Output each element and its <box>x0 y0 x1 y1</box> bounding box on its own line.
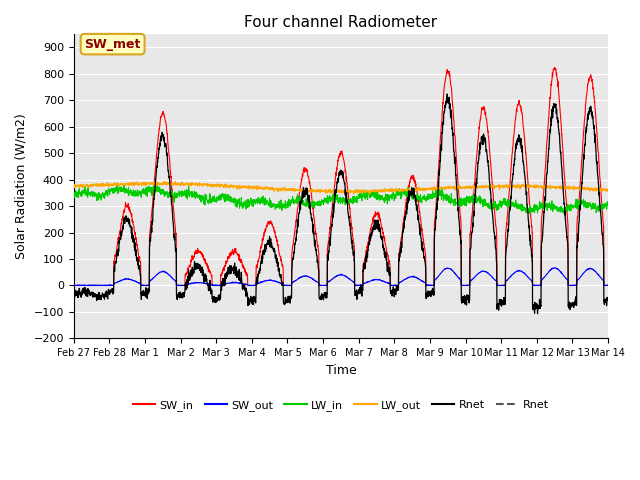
Y-axis label: Solar Radiation (W/m2): Solar Radiation (W/m2) <box>15 113 28 259</box>
Text: SW_met: SW_met <box>84 37 141 51</box>
X-axis label: Time: Time <box>326 364 356 377</box>
Title: Four channel Radiometer: Four channel Radiometer <box>244 15 438 30</box>
Legend: SW_in, SW_out, LW_in, LW_out, Rnet, Rnet: SW_in, SW_out, LW_in, LW_out, Rnet, Rnet <box>129 396 554 416</box>
